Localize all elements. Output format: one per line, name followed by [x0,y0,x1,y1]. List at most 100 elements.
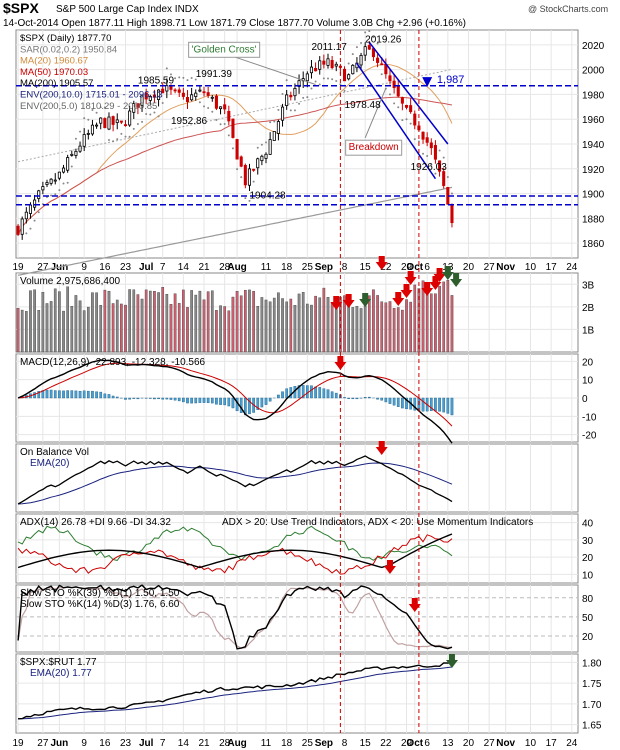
sar-dot [422,152,425,155]
x-top-tick-label: 29 [401,262,413,273]
volume-bar [388,301,392,353]
volume-bar [215,310,218,353]
volume-bar [111,303,115,353]
sar-dot [269,121,272,124]
candle-body [95,124,99,127]
adx-ytick: 20 [582,553,594,564]
red-arrow-icon [404,271,417,285]
volume-bar [343,295,346,353]
macd-histogram-bar [99,391,103,399]
price-legend-item: MA(20) 1960.67 [20,56,88,67]
macd-histogram-bar [198,397,202,403]
candle-body [210,96,214,99]
rel-line [18,662,453,720]
macd-histogram-bar [285,388,289,399]
red-arrow-icon [375,441,388,455]
sar-dot [322,77,325,80]
red-arrow-icon [408,598,421,612]
sar-dot [426,155,429,158]
volume-bar [268,301,272,353]
candle-body [173,89,177,92]
sar-dot [203,105,206,108]
trend-channel-lower [356,63,437,180]
panel-obv [15,443,579,513]
obv-legend: On Balance Vol [20,447,89,458]
x-top-tick-label: Jul [139,262,154,273]
sar-dot [29,227,32,230]
adx-ytick: 30 [582,536,594,547]
x-top-tick-label: Aug [227,262,246,273]
sar-dot [149,113,152,116]
candle-body [276,121,280,134]
macd-histogram-bar [442,397,446,413]
macd-histogram-bar [190,397,193,404]
macd-histogram-bar [429,397,433,412]
sar-dot [54,193,57,196]
copyright: @ StockCharts.com [528,4,608,14]
candle-body [28,204,32,214]
volume-bar [310,304,313,353]
macd-histogram-bar [49,389,53,399]
volume-bar [53,288,57,353]
sar-dot [74,137,77,140]
sar-dot [306,96,309,99]
macd-histogram-bar [450,397,454,416]
x-bottom-tick-label: 16 [99,738,111,749]
env-upper-line [17,68,453,163]
macd-histogram-bar [157,397,160,400]
x-bottom-tick-label: Nov [496,738,515,749]
price-legend-item: MA(50) 1970.03 [20,67,88,78]
volume-bar [392,308,396,353]
sar-dot [393,102,396,105]
macd-histogram-bar [86,390,90,399]
red-arrow-icon [342,294,355,308]
candle-body [363,46,367,56]
macd-histogram-bar [82,390,86,399]
sar-dot [141,120,144,123]
candle-body [433,145,437,160]
price-ytick: 1900 [582,190,605,201]
price-legend-item: MA(200) 1905.57 [20,78,93,89]
x-top-tick-label: Oct [406,262,423,273]
candle-body [243,164,247,186]
candle-body [177,89,181,93]
sar-dot [413,138,416,141]
x-top-tick-label: 22 [380,262,392,273]
sto14-line [17,586,453,649]
sar-dot [265,141,268,144]
sar-dot [326,77,329,80]
sar-dot [314,80,317,83]
volume-bar [438,285,441,353]
x-bottom-tick-label: 9 [81,738,87,749]
volume-bar [429,293,433,353]
red-arrow-icon [400,284,413,298]
callout-box [188,41,261,58]
macd-histogram-bar [314,386,317,399]
candle-body [49,178,53,184]
macd-histogram-bar [264,397,268,405]
x-top-tick-label: 20 [463,262,475,273]
volume-bar [396,307,400,353]
volume-bar [33,289,36,353]
x-bottom-tick-label: 20 [463,738,475,749]
volume-bar [173,293,177,353]
sar-dot [405,118,408,121]
candle-body [57,171,61,179]
volume-bar [293,305,297,353]
sar-dot [302,96,305,99]
candle-body [99,117,103,124]
sar-dot [273,120,276,123]
x-bottom-tick-label: 23 [120,738,132,749]
volume-bar [115,299,119,353]
candle-body [342,68,347,82]
candle-body [37,190,41,199]
x-bottom-tick-label: 6 [424,738,430,749]
volume-bar [62,310,65,353]
volume-bar [190,290,193,353]
price-legend-item: $SPX (Daily) 1877.70 [20,33,111,44]
macd-histogram-bar [363,397,367,399]
x-top-tick-label: Nov [496,262,515,273]
obv-line [17,455,453,505]
x-bottom-tick-label: 18 [281,738,293,749]
